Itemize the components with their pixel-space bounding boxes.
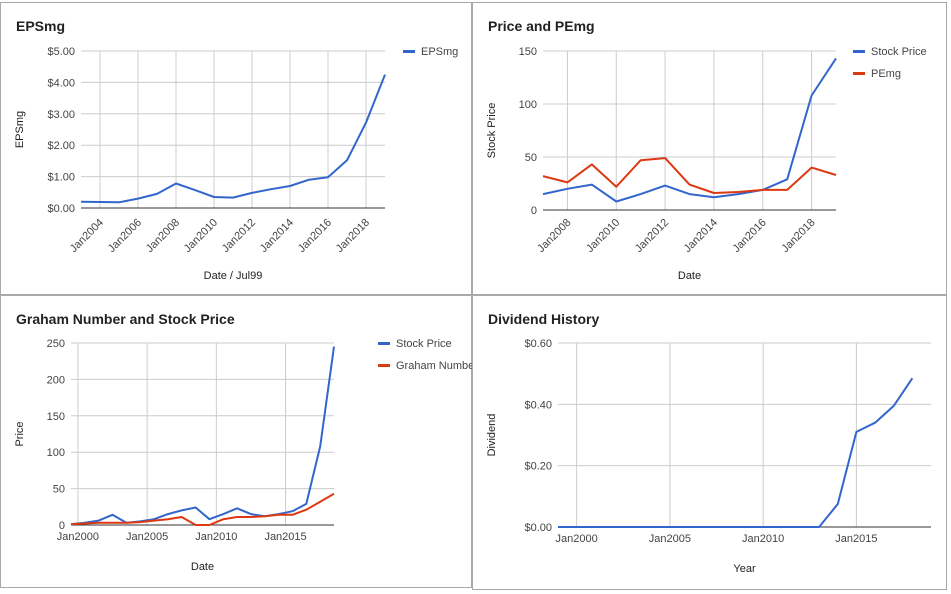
- legend-label: PEmg: [871, 68, 901, 80]
- x-axis-title: Date: [678, 270, 701, 282]
- x-tick-label: Jan2010: [584, 217, 622, 255]
- legend-swatch: [378, 342, 390, 345]
- chart-svg-price-pemg: Price and PEmg 0 50 100 150 Jan2008 Jan2010 Jan…: [486, 18, 927, 282]
- x-tick-label: Jan2018: [779, 217, 817, 255]
- legend-label: EPSmg: [421, 46, 458, 58]
- legend-label: Stock Price: [396, 338, 452, 350]
- x-tick-label: Jan2015: [835, 533, 877, 545]
- series-line: [542, 157, 837, 194]
- series-line: [70, 492, 335, 526]
- y-tick-label: $0.00: [524, 522, 552, 534]
- y-tick-label: 100: [47, 447, 65, 459]
- x-axis-title: Date: [191, 561, 214, 573]
- chart-svg-epsmg: EPSmg $0.00 $1.00 $2.00 $3.00 $4.00 $5.00 Jan20…: [14, 18, 458, 282]
- y-tick-label: $3.00: [47, 109, 75, 121]
- x-tick-label: Jan2005: [126, 531, 168, 543]
- chart-panel-dividend: Dividend History $0.00 $0.20 $0.40 $0.60 Jan2…: [472, 295, 947, 590]
- y-axis-title: Dividend: [486, 414, 498, 457]
- y-tick-label: $1.00: [47, 172, 75, 184]
- y-tick-label: 0: [59, 520, 65, 532]
- x-tick-label: Jan2012: [633, 217, 671, 255]
- y-tick-label: 100: [519, 99, 537, 111]
- y-tick-label: 0: [531, 205, 537, 217]
- y-tick-label: $5.00: [47, 46, 75, 58]
- x-tick-label: Jan2010: [742, 533, 784, 545]
- legend-label: Stock Price: [871, 46, 927, 58]
- chart-title: EPSmg: [16, 18, 65, 34]
- y-tick-label: 200: [47, 374, 65, 386]
- x-axis-title: Date / Jul99: [204, 270, 263, 282]
- x-axis-title: Year: [733, 563, 756, 575]
- y-axis-title: Stock Price: [486, 103, 498, 159]
- legend-label: Graham Number: [396, 360, 473, 372]
- x-tick-label: Jan2016: [731, 217, 769, 255]
- x-tick-label: Jan2015: [264, 531, 306, 543]
- x-tick-label: Jan2014: [682, 217, 720, 255]
- y-tick-label: $2.00: [47, 140, 75, 152]
- y-tick-label: 250: [47, 338, 65, 350]
- y-tick-label: $0.40: [524, 399, 552, 411]
- series-line: [80, 74, 386, 204]
- y-tick-label: 50: [53, 484, 65, 496]
- x-tick-label: Jan2008: [144, 217, 182, 255]
- x-tick-label: Jan2008: [535, 217, 573, 255]
- x-tick-label: Jan2016: [296, 217, 334, 255]
- y-tick-label: $0.20: [524, 461, 552, 473]
- series-line: [558, 377, 914, 528]
- x-tick-label: Jan2012: [220, 217, 258, 255]
- chart-svg-dividend: Dividend History $0.00 $0.20 $0.40 $0.60 Jan2…: [486, 311, 931, 575]
- x-tick-label: Jan2010: [195, 531, 237, 543]
- y-axis-title: EPSmg: [14, 111, 26, 148]
- x-tick-label: Jan2000: [57, 531, 99, 543]
- y-tick-label: $0.00: [47, 203, 75, 215]
- chart-panel-price-pemg: Price and PEmg 0 50 100 150 Jan2008 Jan2010 Jan…: [472, 2, 947, 295]
- x-tick-label: Jan2010: [182, 217, 220, 255]
- y-tick-label: 150: [47, 411, 65, 423]
- legend-swatch: [853, 50, 865, 53]
- legend-swatch: [378, 364, 390, 367]
- y-axis-title: Price: [14, 421, 26, 446]
- y-tick-label: 50: [525, 152, 537, 164]
- y-tick-label: $4.00: [47, 77, 75, 89]
- x-tick-label: Jan2005: [649, 533, 691, 545]
- series-line: [542, 57, 837, 203]
- chart-title: Dividend History: [488, 311, 599, 327]
- series-line: [70, 346, 335, 526]
- x-tick-label: Jan2000: [556, 533, 598, 545]
- chart-svg-graham: Graham Number and Stock Price 0 50 100 150 20…: [14, 311, 473, 573]
- y-tick-label: $0.60: [524, 338, 552, 350]
- chart-panel-graham: Graham Number and Stock Price 0 50 100 150 20…: [0, 295, 473, 588]
- x-tick-label: Jan2004: [68, 217, 106, 255]
- chart-title: Price and PEmg: [488, 18, 595, 34]
- x-tick-label: Jan2006: [106, 217, 144, 255]
- chart-title: Graham Number and Stock Price: [16, 311, 235, 327]
- y-tick-label: 150: [519, 46, 537, 58]
- legend-swatch: [403, 50, 415, 53]
- x-tick-label: Jan2018: [334, 217, 372, 255]
- x-tick-label: Jan2014: [258, 217, 296, 255]
- chart-panel-epsmg: EPSmg $0.00 $1.00 $2.00 $3.00 $4.00 $5.00 Jan20…: [0, 2, 472, 295]
- legend-swatch: [853, 72, 865, 75]
